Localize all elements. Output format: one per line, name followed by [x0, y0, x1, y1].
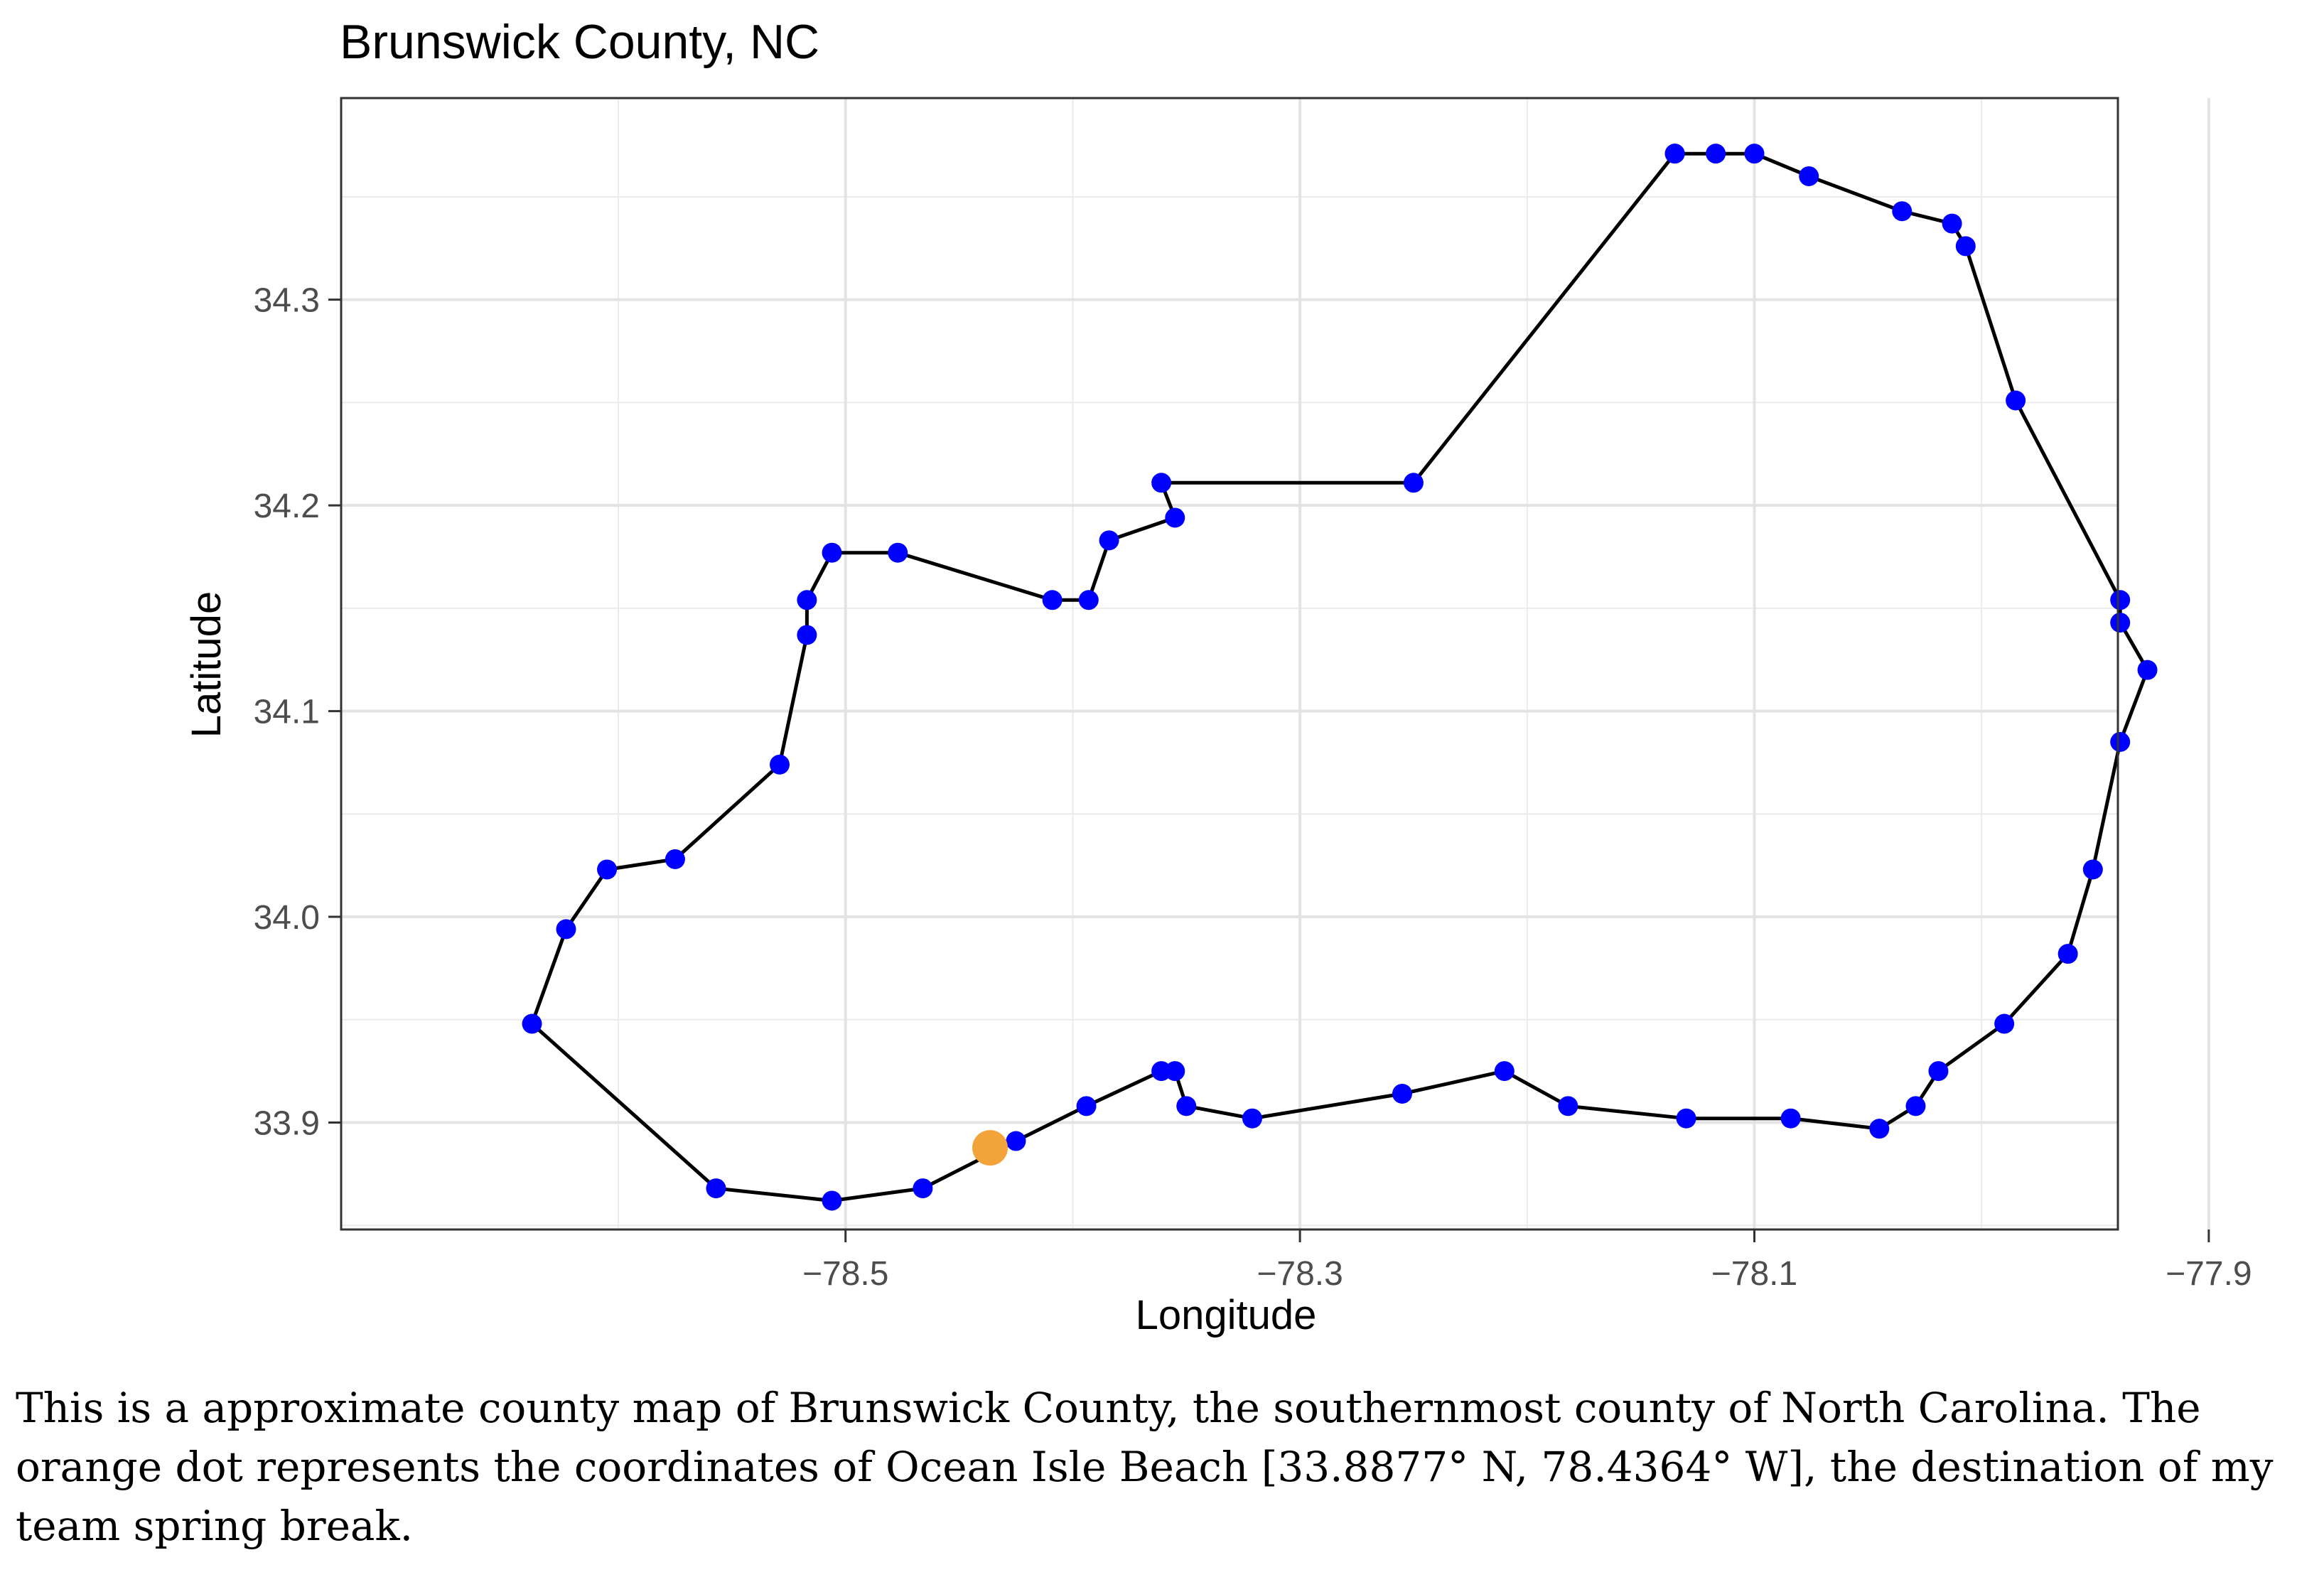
boundary-point — [2110, 613, 2131, 633]
boundary-point — [888, 542, 908, 563]
boundary-point — [706, 1178, 726, 1199]
county-map-chart: −78.5 −78.3 −78.1 −77.9 33.9 34.0 34.1 34.2 34.3… — [183, 15, 2252, 1338]
y-tick-label: 34.0 — [254, 899, 320, 937]
ocean-isle-beach-point — [972, 1130, 1008, 1166]
boundary-point — [1165, 1061, 1185, 1082]
boundary-point — [2057, 944, 2078, 964]
boundary-point — [770, 754, 790, 775]
x-tick-label: −77.9 — [2166, 1255, 2252, 1293]
y-axis-label: Latitude — [183, 591, 230, 738]
boundary-point — [913, 1178, 933, 1199]
boundary-point — [1165, 507, 1185, 528]
boundary-point — [2006, 390, 2026, 411]
x-tick-label: −78.5 — [802, 1255, 888, 1293]
boundary-point — [1664, 144, 1685, 164]
figure-caption: This is a approximate county map of Brun… — [16, 1384, 2274, 1550]
boundary-point — [1099, 530, 1119, 551]
boundary-point — [1744, 144, 1765, 164]
chart-svg: −78.5 −78.3 −78.1 −77.9 33.9 34.0 34.1 34.2 34.3… — [183, 15, 2252, 1338]
boundary-point — [1928, 1061, 1949, 1082]
boundary-point — [1869, 1119, 1890, 1139]
boundary-point — [665, 849, 685, 869]
boundary-point — [1076, 1096, 1097, 1116]
boundary-point — [2110, 590, 2131, 610]
boundary-point — [1994, 1013, 2015, 1034]
boundary-point — [797, 625, 817, 645]
boundary-point — [1780, 1108, 1801, 1129]
x-tick-label: −78.3 — [1257, 1255, 1343, 1293]
boundary-point — [1042, 590, 1063, 610]
boundary-point — [1242, 1108, 1262, 1129]
chart-title: Brunswick County, NC — [340, 15, 819, 69]
boundary-point — [1558, 1096, 1578, 1116]
panel-border — [340, 97, 2119, 1231]
boundary-point — [797, 590, 817, 610]
boundary-point — [1892, 201, 1913, 222]
boundary-point — [1799, 166, 1819, 186]
grid-lines — [341, 98, 2210, 1229]
x-axis-label: Longitude — [1136, 1292, 1317, 1338]
y-tick-label: 34.3 — [254, 282, 320, 320]
boundary-point — [1176, 1096, 1197, 1116]
boundary-point — [1151, 1061, 1172, 1082]
plot-frame — [340, 97, 2119, 1231]
boundary-point — [1676, 1108, 1696, 1129]
boundary-point — [556, 919, 576, 940]
boundary-line — [530, 151, 2150, 1202]
boundary-point — [1006, 1131, 1026, 1151]
y-tick-label: 34.1 — [254, 694, 320, 731]
boundary-point — [1955, 236, 1976, 257]
boundary-point — [1706, 144, 1726, 164]
boundary-point — [1078, 590, 1099, 610]
boundary-point — [2110, 731, 2131, 752]
boundary-point — [1392, 1083, 1412, 1104]
axis-ticks: −78.5 −78.3 −78.1 −77.9 33.9 34.0 34.1 34.2 34.3 — [254, 282, 2252, 1293]
boundary-point — [1942, 213, 1962, 234]
boundary-point — [2137, 660, 2158, 680]
boundary-points — [522, 144, 2158, 1211]
boundary-point — [1151, 473, 1172, 493]
boundary-point — [1905, 1096, 1926, 1116]
boundary-point — [822, 542, 842, 563]
y-tick-label: 33.9 — [254, 1104, 320, 1142]
boundary-point — [1403, 473, 1424, 493]
boundary-point — [597, 859, 618, 880]
boundary-point — [522, 1013, 542, 1034]
county-boundary — [530, 151, 2150, 1202]
boundary-point — [822, 1190, 842, 1211]
y-tick-label: 34.2 — [254, 488, 320, 525]
x-tick-label: −78.1 — [1711, 1255, 1797, 1293]
boundary-point — [1494, 1061, 1515, 1082]
boundary-point — [2082, 859, 2103, 880]
